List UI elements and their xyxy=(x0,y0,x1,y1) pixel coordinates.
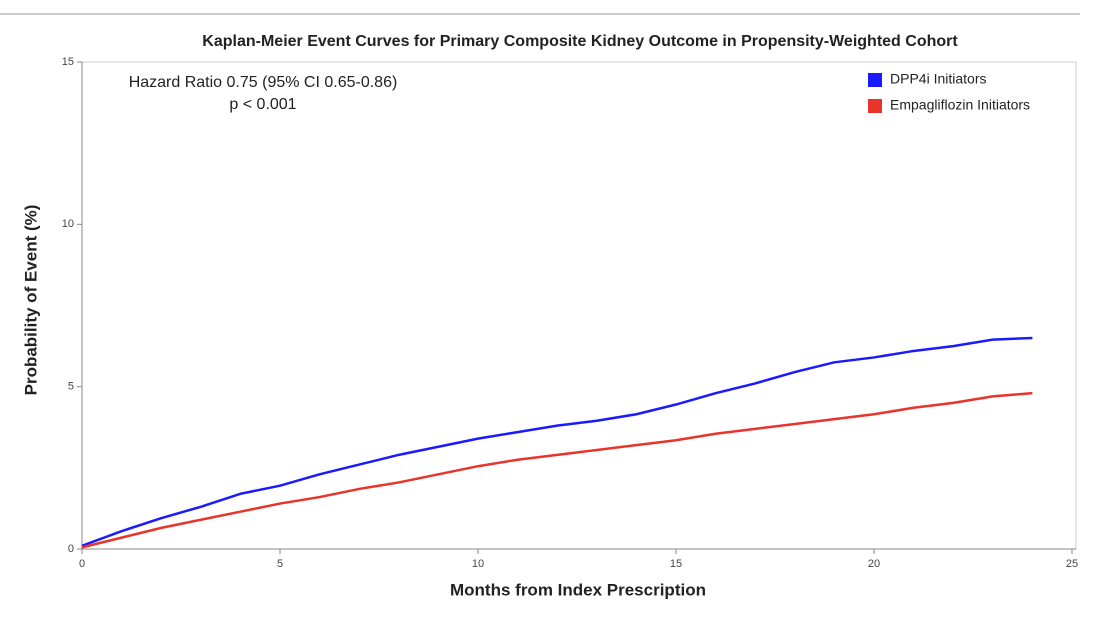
series-line xyxy=(81,391,1033,549)
y-tick-label: 5 xyxy=(68,381,74,393)
y-tick-label: 10 xyxy=(62,218,74,230)
legend-label: Empagliflozin Initiators xyxy=(890,97,1030,113)
legend-label: DPP4i Initiators xyxy=(890,71,986,87)
x-tick-label: 15 xyxy=(670,558,682,570)
chart-title: Kaplan-Meier Event Curves for Primary Co… xyxy=(202,33,958,50)
x-tick-label: 10 xyxy=(472,558,484,570)
y-tick-label: 0 xyxy=(68,543,74,555)
annotation: Hazard Ratio 0.75 (95% CI 0.65-0.86) xyxy=(129,74,398,91)
y-axis-label: Probability of Event (%) xyxy=(21,205,40,396)
plot-frame xyxy=(81,61,1077,550)
legend-swatch xyxy=(868,73,882,87)
x-axis-label: Months from Index Prescription xyxy=(450,580,706,599)
series-line xyxy=(81,336,1033,547)
x-tick-label: 25 xyxy=(1066,558,1078,570)
x-tick-label: 0 xyxy=(79,558,85,570)
x-tick-label: 20 xyxy=(868,558,880,570)
y-tick-label: 15 xyxy=(62,56,74,68)
x-tick-label: 5 xyxy=(277,558,283,570)
annotation: p < 0.001 xyxy=(229,96,296,113)
legend-swatch xyxy=(868,99,882,113)
